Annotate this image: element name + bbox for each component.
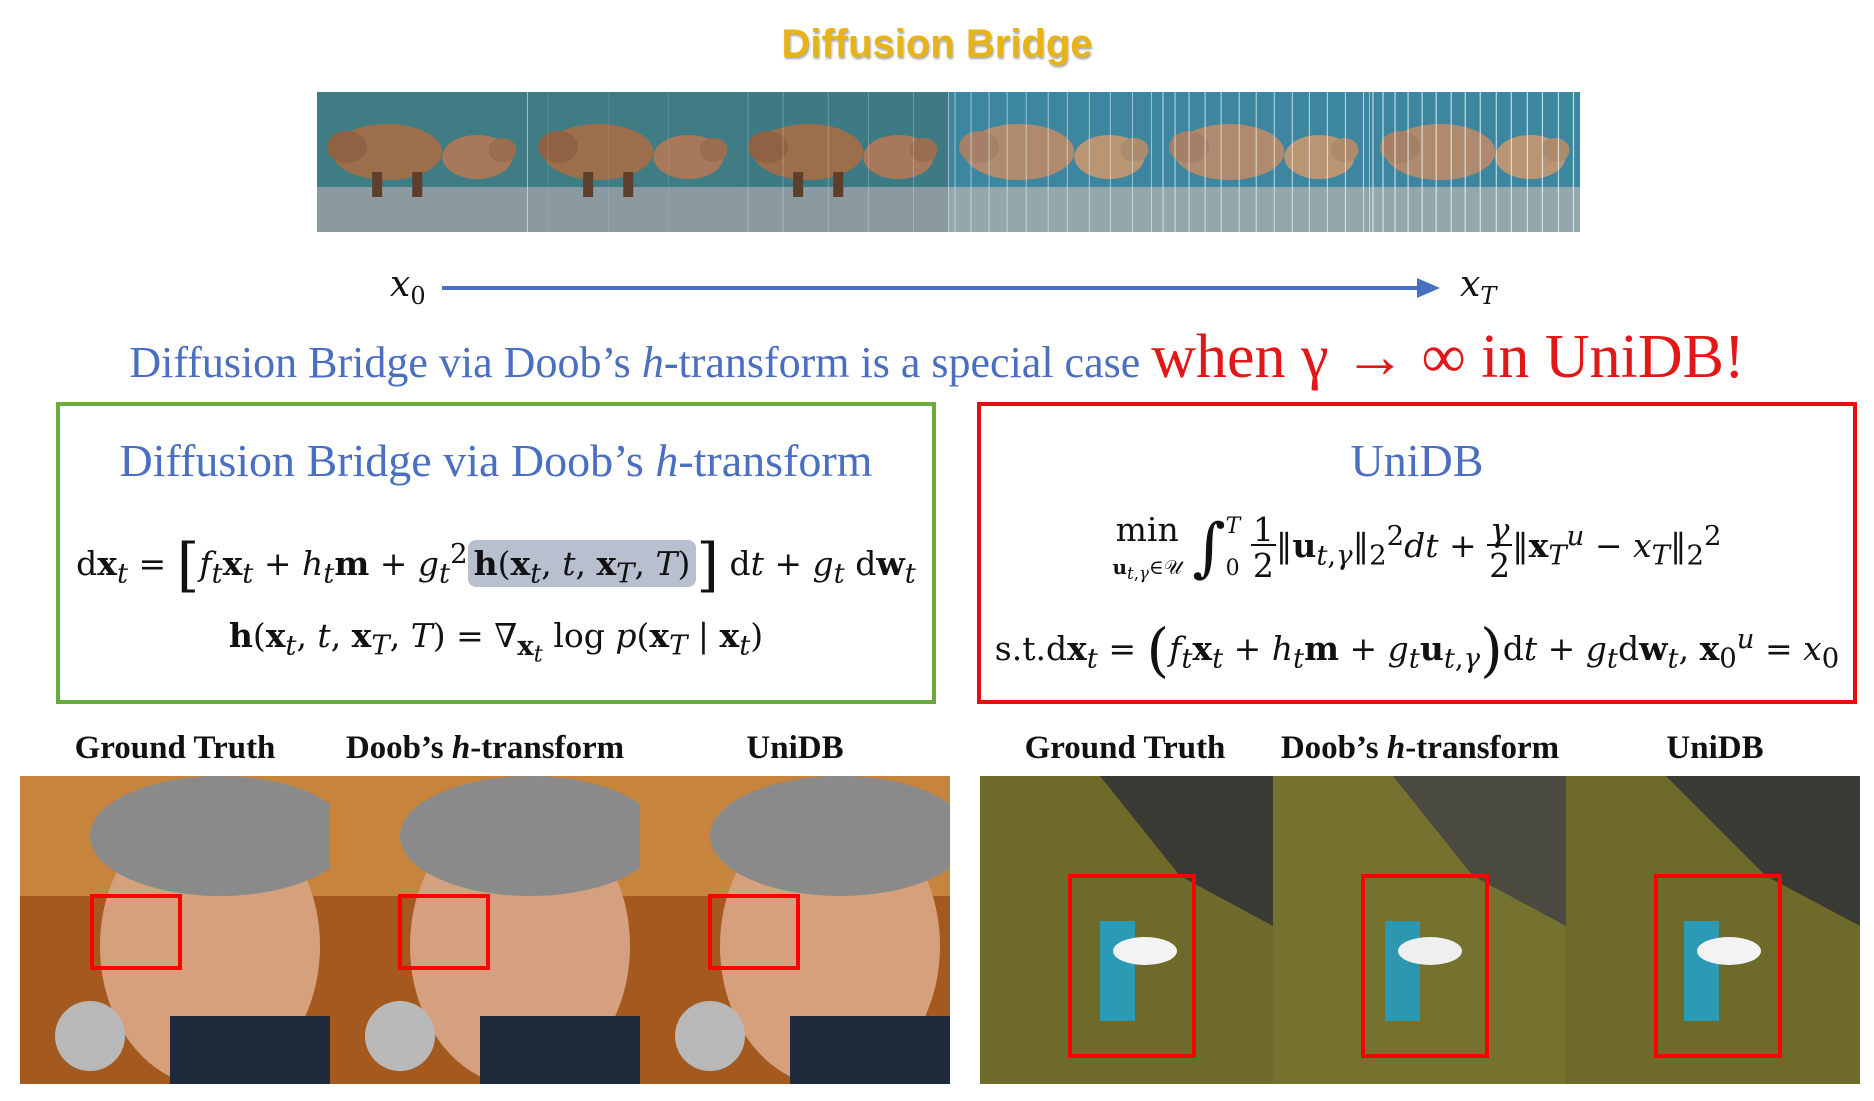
- doob-sde-equation: dxt = [ftxt + htm + gt2 h(xt, t, xT, T)] …: [76, 531, 916, 599]
- bridge-frame-3: [738, 92, 949, 232]
- bridge-frame-6: [1369, 92, 1580, 232]
- surfer-doob-image: [1273, 776, 1566, 1084]
- doob-h-transform-box: Diffusion Bridge via Doob’s h-transform …: [56, 402, 936, 704]
- special-case-statement: Diffusion Bridge via Doob’s h-transform …: [0, 322, 1874, 393]
- surfer-ground-truth-image: [980, 776, 1273, 1084]
- diffusion-bridge-strip: [317, 92, 1580, 232]
- unidb-constraint: s.t.dxt = (ftxt + htm + gtut,γ)dt + gtdw…: [994, 616, 1840, 684]
- header-doob-left: Doob’s h-transform: [345, 730, 625, 766]
- doob-box-title: Diffusion Bridge via Doob’s h-transform: [119, 435, 873, 486]
- bridge-frame-1: [317, 92, 528, 232]
- figure-title: Diffusion Bridge: [781, 22, 1093, 66]
- x0-to-xT-arrow: x0 xT: [380, 262, 1520, 322]
- bridge-frame-5: [1159, 92, 1370, 232]
- bridge-frame-4: [948, 92, 1159, 232]
- bridge-frame-2: [527, 92, 738, 232]
- face-ground-truth-image: [20, 776, 330, 1084]
- header-doob-right: Doob’s h-transform: [1280, 730, 1560, 766]
- statement-h: h: [641, 338, 664, 387]
- doob-h-definition: h(xt, t, xT, T) = ∇xt log p(xT | xt): [228, 616, 764, 668]
- header-ground-truth-right: Ground Truth: [1024, 730, 1226, 766]
- face-unidb-image: [640, 776, 950, 1084]
- header-ground-truth-left: Ground Truth: [74, 730, 276, 766]
- surfer-unidb-image: [1566, 776, 1860, 1084]
- xT-label: xT: [1460, 264, 1497, 311]
- unidb-objective: min ut,γ∈𝒰 ∫T 0 1 2‖ut,γ‖22dt + γ 2‖xTu − xT…: [1112, 509, 1722, 585]
- arrow-line: [442, 278, 1440, 298]
- face-doob-image: [330, 776, 640, 1084]
- statement-blue-1: Diffusion Bridge via Doob’s: [129, 338, 642, 387]
- x0-label: x0: [390, 264, 426, 311]
- unidb-box: UniDB min ut,γ∈𝒰 ∫T 0 1 2‖ut,γ‖22dt + γ 2‖xT…: [977, 402, 1857, 704]
- header-unidb-right: UniDB: [1666, 730, 1764, 766]
- statement-red: when γ → ∞ in UniDB!: [1151, 323, 1745, 391]
- header-unidb-left: UniDB: [746, 730, 844, 766]
- statement-blue-2: -transform is a special case: [663, 338, 1152, 387]
- unidb-box-title: UniDB: [1350, 435, 1484, 486]
